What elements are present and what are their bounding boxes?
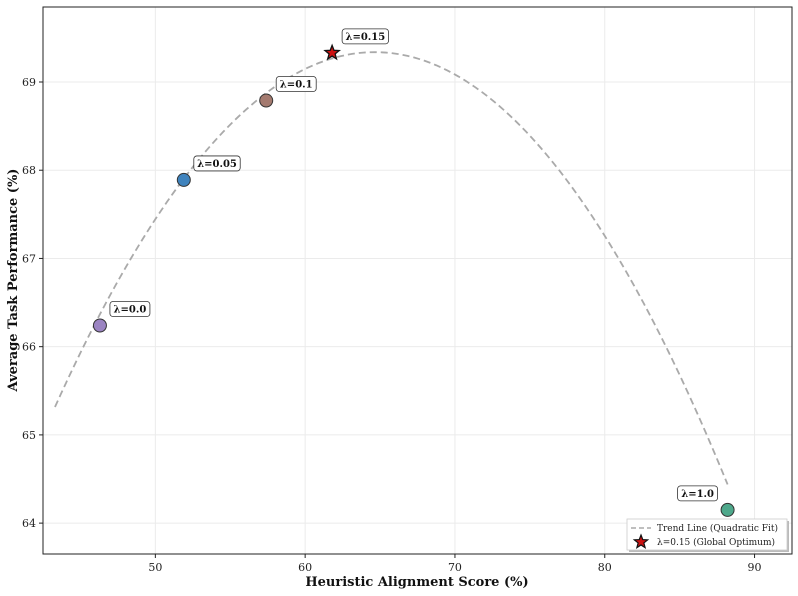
point-labels: λ=0.0 λ=0.05 λ=0.1 λ=0.15 λ=1.0 — [109, 28, 718, 502]
y-tick-label: 65 — [22, 429, 36, 442]
legend-label: λ=0.15 (Global Optimum) — [657, 537, 775, 548]
data-point — [176, 172, 191, 187]
x-tick-label: 90 — [748, 561, 762, 574]
grid-lines — [43, 7, 792, 554]
y-tick-label: 68 — [22, 164, 36, 177]
y-tick-label: 64 — [22, 517, 36, 530]
y-axis-ticks: 64 65 66 67 68 69 — [22, 76, 43, 530]
optimum-star-marker — [323, 43, 341, 61]
point-label: λ=1.0 — [681, 489, 714, 500]
trend-line — [54, 51, 729, 485]
point-label-box — [193, 155, 241, 172]
data-point — [92, 318, 107, 333]
point-label-box — [275, 76, 317, 92]
x-tick-label: 70 — [448, 561, 462, 574]
trend-line-group — [54, 51, 729, 485]
y-tick-label: 67 — [22, 252, 36, 265]
x-axis-title: Heuristic Alignment Score (%) — [305, 575, 528, 590]
data-points — [92, 43, 735, 517]
legend-box — [626, 518, 788, 551]
point-label-box — [109, 301, 151, 317]
legend-label: Trend Line (Quadratic Fit) — [657, 523, 778, 534]
x-tick-label: 50 — [148, 561, 162, 574]
point-label-box — [677, 485, 718, 502]
y-tick-label: 69 — [22, 76, 36, 89]
point-label: λ=0.0 — [114, 304, 147, 315]
point-label: λ=0.1 — [280, 80, 313, 91]
legend-star-icon — [632, 533, 650, 550]
data-point — [720, 502, 735, 517]
data-point — [259, 93, 274, 108]
plot-frame — [42, 6, 793, 555]
point-label-box — [341, 28, 389, 45]
legend: Trend Line (Quadratic Fit) λ=0.15 (Global… — [626, 518, 789, 552]
point-label: λ=0.05 — [197, 159, 237, 170]
x-tick-label: 80 — [598, 561, 612, 574]
x-axis-ticks: 50 60 70 80 90 — [148, 554, 762, 574]
y-axis-title: Average Task Performance (%) — [6, 169, 21, 393]
y-tick-label: 66 — [22, 341, 36, 354]
point-label: λ=0.15 — [345, 32, 385, 43]
x-tick-label: 60 — [298, 561, 312, 574]
